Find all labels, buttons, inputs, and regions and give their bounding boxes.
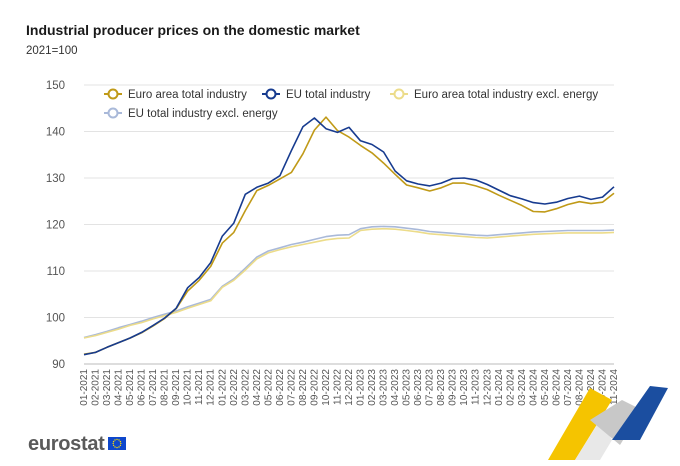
legend-item-0[interactable]: Euro area total industry xyxy=(104,88,247,101)
x-tick-label: 06-2022 xyxy=(275,369,286,406)
x-tick-label: 07-2023 xyxy=(425,369,436,406)
x-tick-label: 08-2023 xyxy=(436,369,447,406)
x-tick-label: 11-2023 xyxy=(471,369,482,405)
x-tick-label: 04-2024 xyxy=(528,369,539,406)
x-tick-label: 10-2022 xyxy=(321,369,332,406)
x-tick-label: 09-2023 xyxy=(448,369,459,406)
series-lines xyxy=(83,116,615,356)
x-tick-label: 11-2021 xyxy=(194,369,205,405)
x-tick-label: 03-2022 xyxy=(240,369,251,406)
x-tick-label: 04-2022 xyxy=(252,369,263,406)
x-tick-label: 06-2024 xyxy=(551,369,562,406)
legend-label: EU total industry xyxy=(286,89,371,101)
x-tick-label: 02-2021 xyxy=(91,369,102,406)
x-tick-label: 02-2023 xyxy=(367,369,378,406)
x-tick-label: 03-2021 xyxy=(102,369,113,406)
y-axis-ticks: 90 100 110 120 130 140 150 xyxy=(46,80,65,371)
x-tick-label: 01-2021 xyxy=(79,369,90,406)
x-tick-label: 05-2023 xyxy=(402,369,413,406)
y-tick-label: 90 xyxy=(52,359,65,371)
chart-subtitle: 2021=100 xyxy=(26,45,78,57)
x-tick-label: 06-2023 xyxy=(413,369,424,406)
series-line-1 xyxy=(83,117,615,356)
x-tick-label: 10-2021 xyxy=(183,369,194,406)
y-tick-label: 140 xyxy=(46,127,65,139)
x-tick-label: 03-2024 xyxy=(517,369,528,406)
x-tick-label: 12-2023 xyxy=(482,369,493,406)
legend-item-1[interactable]: EU total industry xyxy=(262,88,371,101)
x-tick-label: 08-2022 xyxy=(298,369,309,406)
legend-label: EU total industry excl. energy xyxy=(128,108,278,120)
x-tick-label: 10-2024 xyxy=(597,369,608,406)
x-tick-label: 07-2021 xyxy=(148,369,159,406)
chart-title: Industrial producer prices on the domest… xyxy=(26,22,360,38)
y-tick-label: 150 xyxy=(46,80,65,92)
x-tick-label: 05-2022 xyxy=(263,369,274,406)
grid-lines xyxy=(84,84,614,365)
x-tick-label: 04-2021 xyxy=(114,369,125,406)
x-tick-label: 11-2022 xyxy=(332,369,343,405)
eu-flag-icon xyxy=(108,437,126,450)
y-tick-label: 120 xyxy=(46,220,65,232)
x-tick-label: 01-2022 xyxy=(217,369,228,406)
x-tick-label: 06-2021 xyxy=(137,369,148,406)
x-tick-label: 01-2024 xyxy=(494,369,505,406)
y-tick-label: 130 xyxy=(46,173,65,185)
legend-label: Euro area total industry xyxy=(128,89,247,101)
eurostat-logo: eurostat xyxy=(28,433,105,455)
x-tick-label: 12-2021 xyxy=(206,369,217,406)
x-tick-label: 09-2021 xyxy=(171,369,182,406)
legend-marker xyxy=(107,88,119,100)
legend-marker xyxy=(393,88,405,100)
x-tick-label: 07-2024 xyxy=(563,369,574,406)
x-tick-label: 09-2022 xyxy=(309,369,320,406)
x-tick-label: 09-2024 xyxy=(586,369,597,406)
x-tick-label: 12-2022 xyxy=(344,369,355,406)
x-tick-label: 07-2022 xyxy=(286,369,297,406)
legend-marker xyxy=(265,88,277,100)
y-tick-label: 100 xyxy=(46,313,65,325)
x-tick-label: 03-2023 xyxy=(379,369,390,406)
x-tick-label: 05-2021 xyxy=(125,369,136,406)
x-axis-ticks: 01-2021 02-2021 03-2021 04-2021 05-2021 06-20… xyxy=(79,369,620,406)
legend-item-3[interactable]: EU total industry excl. energy xyxy=(104,107,278,120)
legend-item-2[interactable]: Euro area total industry excl. energy xyxy=(390,88,598,101)
x-tick-label: 04-2023 xyxy=(390,369,401,406)
y-tick-label: 110 xyxy=(47,266,65,278)
legend-marker xyxy=(107,107,119,119)
legend: Euro area total industry EU total industr… xyxy=(104,88,598,120)
x-tick-label: 02-2022 xyxy=(229,369,240,406)
x-tick-label: 08-2024 xyxy=(574,369,585,406)
x-tick-label: 01-2023 xyxy=(356,369,367,406)
series-line-2 xyxy=(83,227,615,339)
x-tick-label: 05-2024 xyxy=(540,369,551,406)
x-tick-label: 08-2021 xyxy=(160,369,171,406)
x-tick-label: 02-2024 xyxy=(505,369,516,406)
x-tick-label: 11-2024 xyxy=(609,369,620,405)
legend-label: Euro area total industry excl. energy xyxy=(414,89,598,101)
x-tick-label: 10-2023 xyxy=(459,369,470,406)
